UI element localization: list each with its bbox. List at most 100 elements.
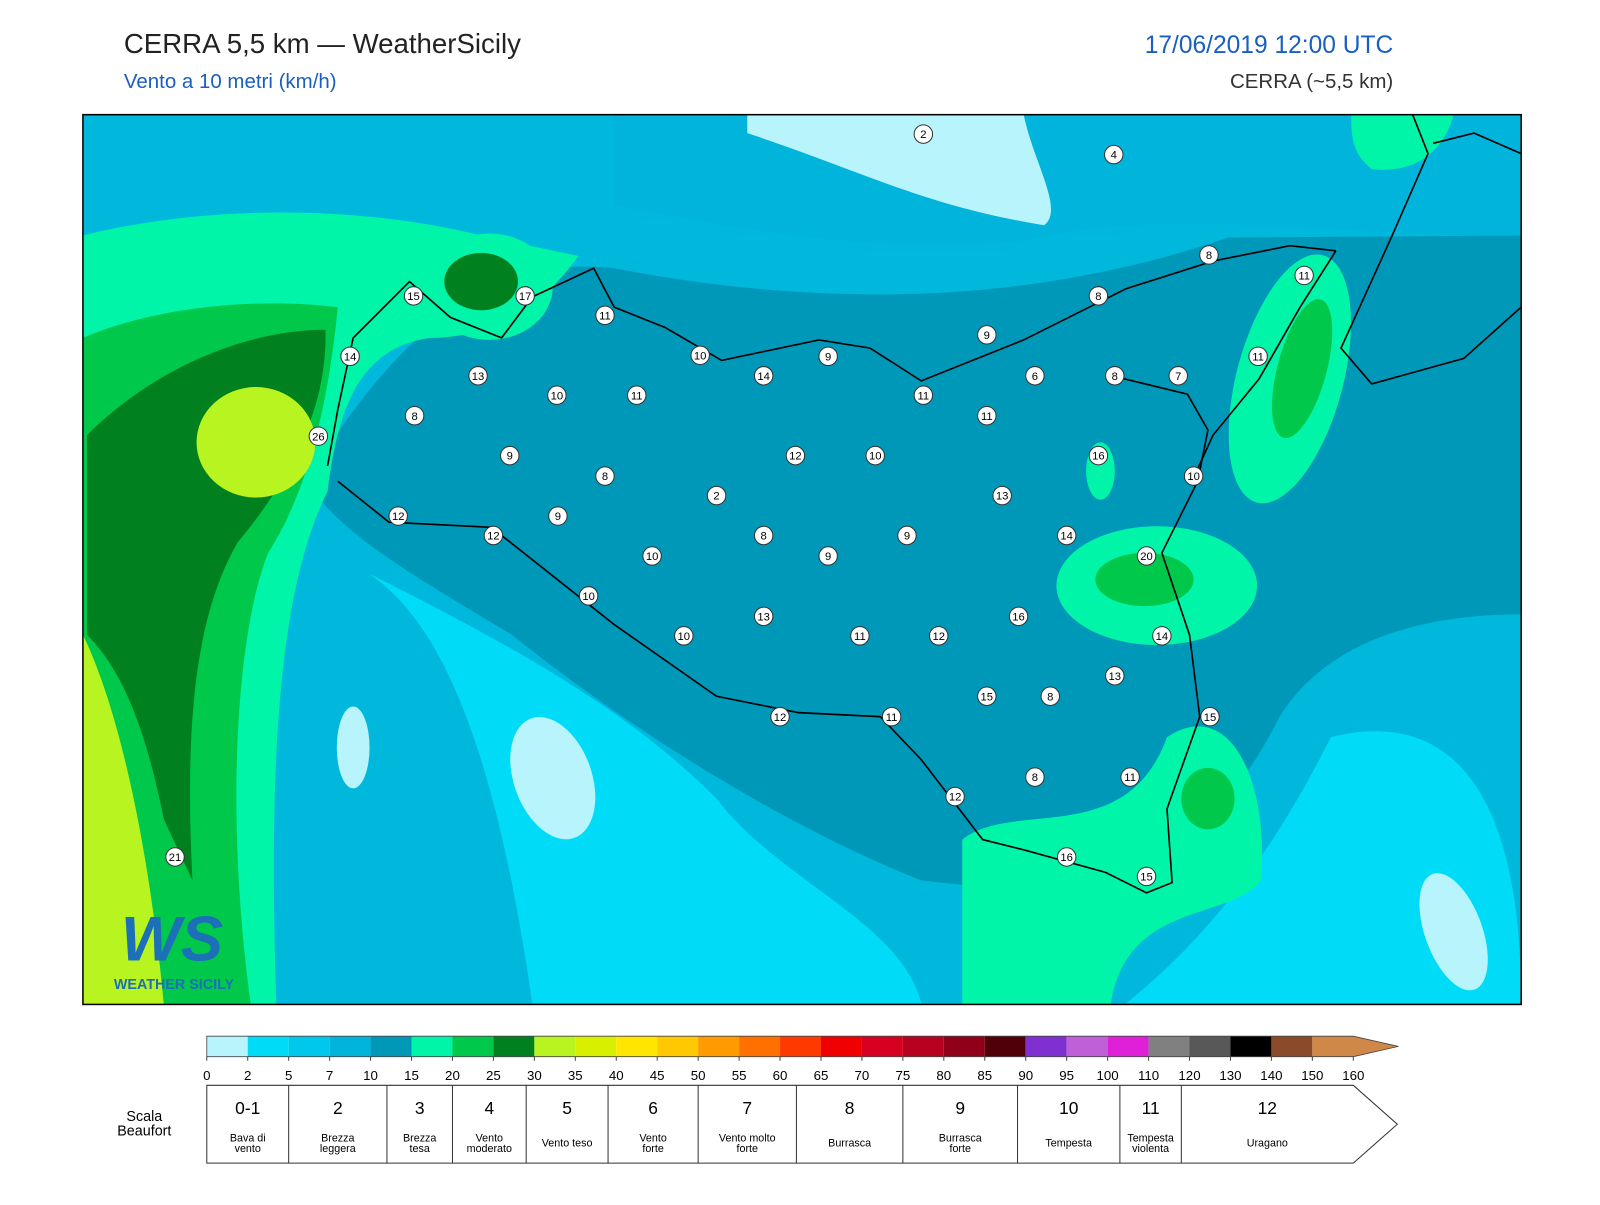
label-circle [1088, 445, 1109, 466]
label-circle [388, 506, 408, 526]
colorbar-tick-label: 65 [814, 1068, 829, 1083]
label-circle [1183, 466, 1204, 486]
wind-label: 11 [918, 390, 930, 402]
colorbar-tick-label: 60 [773, 1068, 788, 1083]
label-circle [674, 626, 694, 646]
wind-label: 2 [713, 491, 719, 503]
wind-label: 11 [599, 310, 611, 322]
wind-label: 10 [646, 551, 659, 563]
label-circle [1104, 144, 1124, 165]
wind-label: 10 [1187, 471, 1200, 483]
beaufort-outline [206, 1084, 1399, 1164]
wind-label: 15 [1204, 712, 1217, 724]
beaufort-label: Tempesta [1127, 1133, 1174, 1145]
wind-label: 8 [1032, 772, 1038, 784]
label-circle [1200, 706, 1220, 727]
colorbar-segment [247, 1036, 289, 1057]
label-circle [1136, 866, 1157, 887]
colorbar-segment [452, 1036, 494, 1057]
wind-label: 10 [582, 591, 595, 603]
beaufort-force: 3 [415, 1098, 425, 1118]
colorbar-segment [820, 1036, 862, 1057]
label-circle [977, 686, 997, 706]
label-circle [753, 366, 774, 386]
label-circle [945, 786, 965, 807]
label-circle [928, 626, 949, 646]
colorbar-tick-label: 120 [1178, 1068, 1200, 1083]
colorbar-tick-label: 110 [1138, 1068, 1159, 1083]
wind-label: 16 [1092, 451, 1105, 463]
wind-label: 8 [1112, 371, 1118, 383]
wind-label: 14 [1060, 531, 1073, 543]
beaufort-force: 4 [484, 1098, 494, 1118]
colorbar-segment [534, 1036, 576, 1057]
wind-label: 11 [631, 390, 643, 402]
beaufort-label: moderato [467, 1143, 512, 1155]
label-circle [1105, 666, 1125, 686]
wind-label: 16 [1012, 611, 1025, 623]
datetime: 17/06/2019 12:00 UTC [1145, 32, 1394, 59]
beaufort-force: 2 [333, 1098, 343, 1118]
wind-label: 15 [407, 291, 420, 303]
label-circle [500, 445, 520, 466]
colorbar-segment [575, 1036, 617, 1057]
wind-label: 8 [411, 411, 417, 423]
label-circle [515, 286, 535, 306]
wind-label: 9 [904, 531, 910, 543]
wind-label: 8 [761, 531, 767, 543]
beaufort-force: 12 [1258, 1098, 1277, 1118]
colorbar-segment [902, 1036, 944, 1057]
colorbar-tick-label: 20 [445, 1068, 460, 1083]
colorbar-tick-label: 160 [1342, 1068, 1364, 1083]
wind-label: 13 [1109, 671, 1122, 683]
label-circle [1199, 245, 1219, 265]
label-circle [1105, 366, 1125, 386]
colorbar-segment [411, 1036, 453, 1057]
beaufort-label: vento [235, 1143, 261, 1155]
label-circle [1136, 546, 1157, 566]
logo-mark: WS [121, 904, 223, 974]
beaufort-title: Scala [126, 1109, 162, 1125]
beaufort-label: Vento [476, 1133, 503, 1145]
colorbar-tick-label: 7 [326, 1068, 333, 1083]
wind-label: 13 [996, 491, 1009, 503]
colorbar-tick-label: 100 [1097, 1068, 1119, 1083]
wind-label: 15 [1140, 872, 1153, 884]
beaufort-label: Tempesta [1045, 1138, 1092, 1150]
colorbar-segment [1230, 1036, 1272, 1057]
label-circle [753, 606, 774, 627]
label-circle [642, 546, 662, 566]
label-circle [1056, 525, 1077, 546]
colorbar-segment [657, 1036, 699, 1057]
colorbar-segment [1189, 1036, 1231, 1057]
wind-label: 10 [694, 350, 707, 362]
beaufort-force: 6 [648, 1098, 658, 1118]
beaufort-force: 7 [742, 1098, 752, 1118]
wind-label: 8 [1047, 691, 1053, 703]
wind-label: 12 [392, 511, 405, 523]
title: CERRA 5,5 km — WeatherSicily [124, 28, 521, 59]
colorbar-tick-label: 0 [203, 1068, 210, 1083]
beaufort-label: leggera [320, 1143, 356, 1155]
wind-label: 14 [344, 351, 357, 363]
beaufort-force: 11 [1142, 1098, 1160, 1118]
colorbar-segment [861, 1036, 903, 1057]
subtitle: Vento a 10 metri (km/h) [124, 70, 337, 93]
label-circle [865, 445, 885, 466]
wind-label: 9 [825, 351, 831, 363]
beaufort-force: 5 [562, 1098, 572, 1118]
label-circle [626, 385, 647, 405]
wind-label: 11 [854, 631, 866, 643]
wind-label: 14 [757, 371, 770, 383]
wind-label: 20 [1140, 551, 1153, 563]
wind-label: 7 [1175, 371, 1181, 383]
colorbar-tick-label: 5 [285, 1068, 292, 1083]
label-circle [706, 485, 727, 506]
label-circle [468, 366, 488, 386]
beaufort-force: 10 [1059, 1098, 1078, 1118]
beaufort-label: Burrasca [939, 1133, 982, 1145]
wind-label: 17 [519, 291, 532, 303]
colorbar-tick-label: 2 [244, 1068, 251, 1083]
